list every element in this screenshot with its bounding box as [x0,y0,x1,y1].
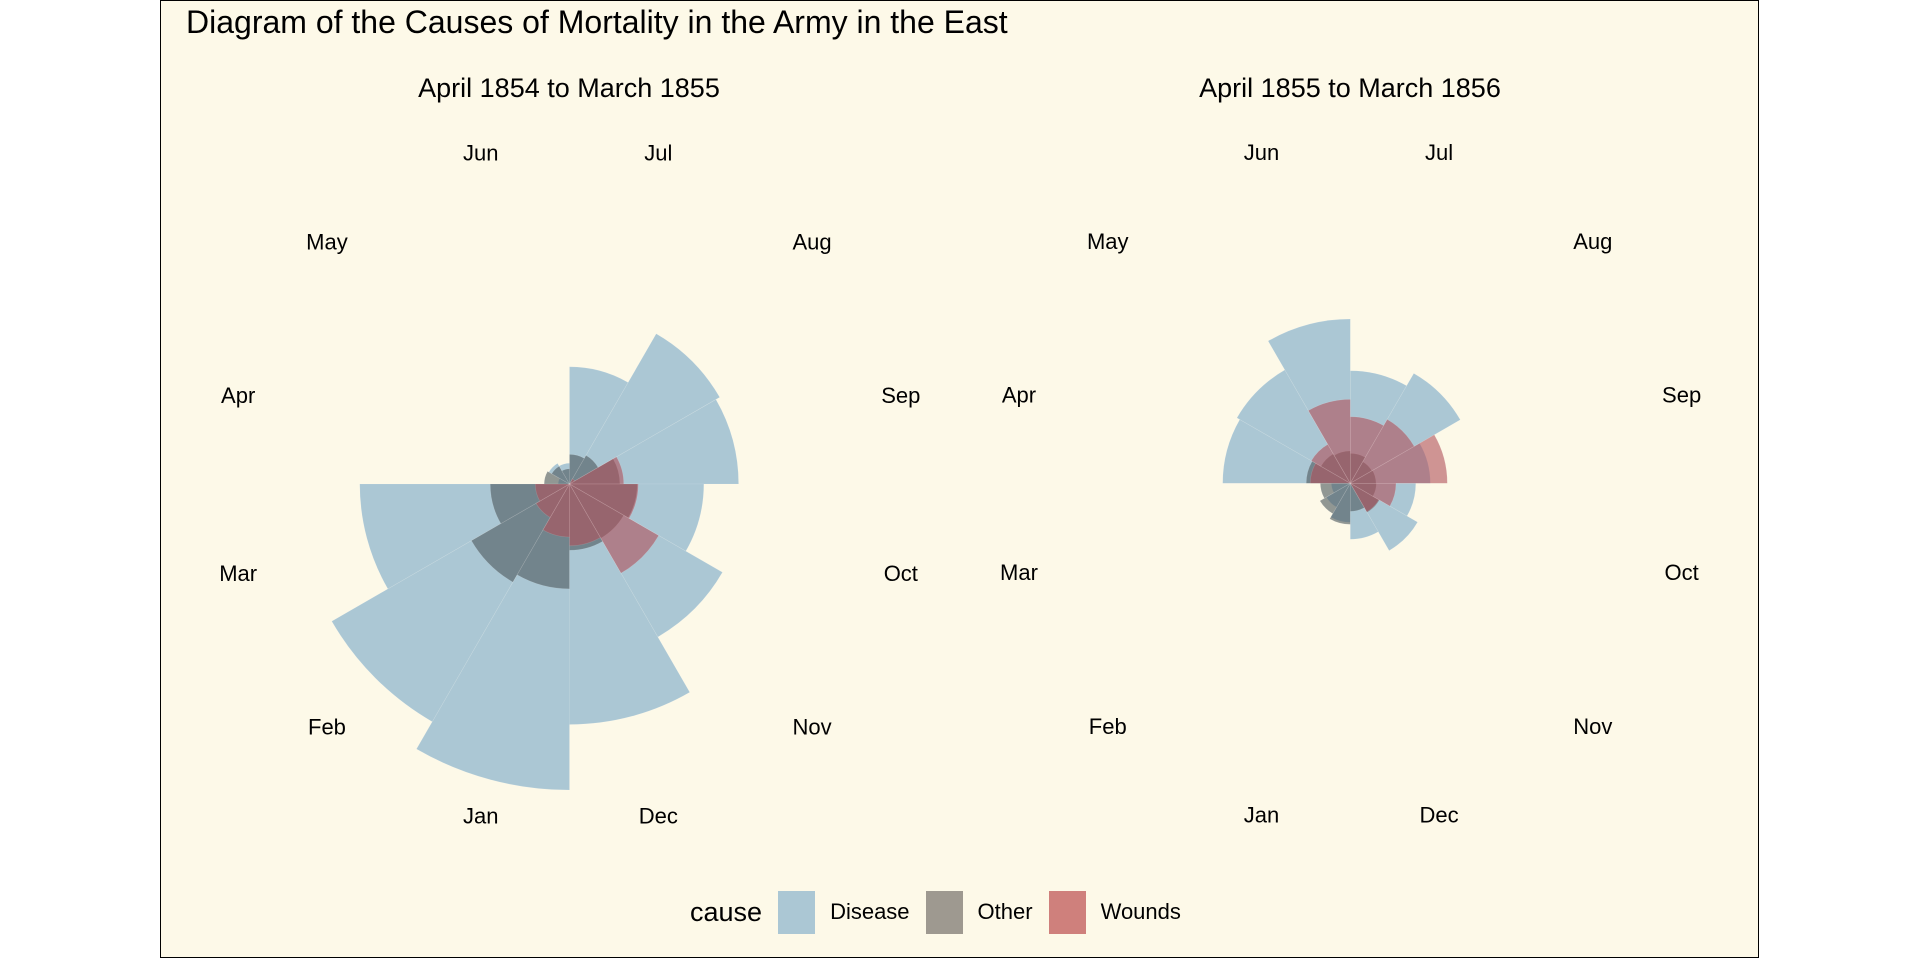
month-label-oct: Oct [1664,560,1698,585]
wedge-group [1222,318,1461,551]
wedge-wounds-oct [568,483,639,519]
month-label-jan: Jan [1244,803,1279,828]
wedge-wounds-oct [1349,483,1397,507]
wedge-wounds-nov [568,483,660,574]
wedge-other-mar [1320,483,1352,499]
legend: cause Disease Other Wounds [690,888,1197,936]
wedge-other-feb [1319,482,1352,515]
month-label-aug: Aug [792,229,831,254]
wedge-wounds-jan [542,482,570,538]
month-label-dec: Dec [1420,803,1459,828]
wedge-disease-aug [568,333,721,485]
wedge-wounds-nov [1349,482,1380,513]
wedge-other-jun [561,468,570,486]
wedge-wounds-aug [1349,418,1415,485]
month-label-apr: Apr [1002,383,1036,408]
wedge-other-apr [543,470,571,485]
month-label-jun: Jun [463,141,498,166]
wedge-group [331,333,739,791]
legend-swatch-wounds [1048,890,1086,934]
month-label-may: May [1087,229,1129,254]
month-labels: Jul Aug Sep Oct Nov Dec Jan Feb Mar Apr May Jun [219,141,920,829]
legend-label-disease: Disease [830,899,910,924]
month-label-sep: Sep [1662,383,1701,408]
legend-swatch-other [925,890,963,934]
wedge-wounds-may [1310,443,1352,485]
month-labels: Jul Aug Sep Oct Nov Dec Jan Feb Mar Apr May Jun [1000,140,1701,828]
month-label-oct: Oct [884,561,918,586]
wedge-wounds-feb [535,483,571,518]
wedge-other-dec [1350,482,1365,512]
facet-1854-1855: April 1854 to March 1855 Jul Aug Sep Oct Nov… [219,73,920,828]
legend-label-wounds: Wounds [1100,899,1181,924]
month-label-jan: Jan [463,803,498,828]
month-label-nov: Nov [792,715,831,740]
plot-panel [160,0,1759,958]
facet-title: April 1854 to March 1855 [418,73,720,103]
month-label-nov: Nov [1573,714,1612,739]
month-label-feb: Feb [308,715,346,740]
wedge-wounds-apr [1309,462,1352,484]
wedge-other-aug [568,455,599,485]
month-label-mar: Mar [219,561,257,586]
wedge-disease-jul [569,366,629,486]
legend-title: cause [690,896,763,927]
legend-label-other: Other [977,899,1033,924]
facet-1855-1856: April 1855 to March 1856 Jul Aug Sep Oct Nov… [1000,73,1701,828]
wedge-wounds-jul [1350,416,1384,485]
chart-title: Diagram of the Causes of Mortality in th… [186,4,1008,40]
wedge-wounds-mar [534,483,571,502]
month-label-jul: Jul [644,141,672,166]
wedge-wounds-sep [1349,434,1448,484]
wedge-wounds-dec [569,482,601,547]
month-label-mar: Mar [1000,560,1038,585]
wedge-wounds-aug [568,478,576,485]
month-label-sep: Sep [881,383,920,408]
month-label-may: May [306,229,348,254]
month-label-aug: Aug [1573,229,1612,254]
wedge-other-jul [569,454,585,486]
month-label-jul: Jul [1425,140,1453,165]
month-label-apr: Apr [221,383,255,408]
month-label-dec: Dec [639,803,678,828]
wedge-wounds-jun [1307,399,1351,485]
wedge-other-jan [1329,482,1351,525]
month-label-jun: Jun [1244,140,1279,165]
wedge-wounds-sep [568,456,625,485]
wedge-disease-dec [569,482,691,725]
facet-title: April 1855 to March 1856 [1199,73,1501,103]
wedge-other-may [551,465,571,485]
month-label-feb: Feb [1089,714,1127,739]
legend-swatch-disease [778,890,816,934]
